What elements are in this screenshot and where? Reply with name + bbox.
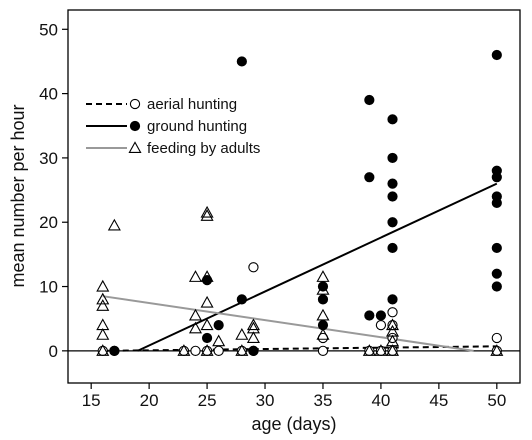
point-series-1 (236, 294, 247, 305)
point-series-2 (212, 334, 226, 347)
point-series-2 (188, 308, 203, 321)
fit-line-2 (102, 295, 474, 352)
point-series-0 (213, 345, 224, 356)
legend-marker-2 (128, 141, 142, 154)
point-series-2 (246, 331, 260, 344)
x-tick-label: 30 (256, 391, 275, 410)
point-series-1 (387, 114, 398, 125)
x-tick-label: 15 (82, 391, 101, 410)
y-tick-label: 40 (39, 85, 58, 104)
legend-marker-0 (129, 98, 141, 110)
point-series-2 (385, 344, 400, 356)
point-series-2 (490, 344, 504, 356)
point-series-2 (96, 344, 110, 356)
point-series-2 (188, 270, 203, 282)
x-tick-label: 40 (371, 391, 390, 410)
point-series-1 (387, 217, 398, 228)
point-series-1 (317, 294, 329, 305)
point-series-1 (248, 345, 259, 356)
data-points (96, 49, 504, 356)
legend-label-1: ground hunting (147, 118, 247, 135)
legend-label-2: feeding by adults (147, 140, 260, 157)
point-series-2 (200, 209, 214, 221)
point-series-2 (96, 299, 110, 311)
point-series-1 (491, 197, 502, 209)
point-series-2 (200, 205, 214, 218)
point-series-0 (491, 332, 502, 344)
point-series-2 (235, 328, 249, 340)
point-series-1 (387, 152, 398, 164)
fit-lines (102, 182, 498, 352)
point-series-2 (107, 218, 121, 231)
point-series-2 (96, 328, 110, 340)
point-series-1 (491, 268, 502, 279)
point-series-1 (364, 94, 375, 106)
point-series-0 (375, 319, 387, 331)
point-series-2 (385, 318, 400, 331)
point-series-2 (200, 344, 214, 356)
point-series-2 (316, 328, 330, 340)
point-series-1 (491, 49, 502, 61)
point-series-1 (109, 345, 120, 356)
point-series-1 (364, 172, 375, 183)
fit-line-1 (137, 182, 498, 352)
point-series-1 (375, 310, 387, 321)
x-tick-label: 35 (314, 391, 333, 410)
point-series-1 (387, 242, 398, 254)
x-tick-label: 50 (487, 391, 506, 410)
y-axis: 0 10 20 30 40 50 (39, 20, 68, 361)
point-series-2 (188, 321, 203, 334)
legend-marker-1 (129, 120, 141, 132)
point-series-2 (316, 270, 330, 282)
point-series-0 (190, 345, 201, 356)
point-series-0 (248, 262, 259, 273)
point-series-2 (200, 270, 214, 282)
point-series-1 (387, 294, 398, 305)
legend-label-0: aerial hunting (147, 96, 237, 113)
point-series-1 (491, 281, 502, 292)
y-tick-label: 10 (39, 278, 58, 297)
y-axis-label: mean number per hour (8, 104, 28, 287)
point-series-2 (200, 295, 214, 308)
point-series-2 (235, 344, 249, 356)
y-tick-label: 30 (39, 149, 58, 168)
x-tick-label: 25 (198, 391, 217, 410)
point-series-1 (236, 56, 247, 67)
point-series-1 (213, 320, 224, 331)
x-tick-label: 45 (429, 391, 448, 410)
x-tick-label: 20 (140, 391, 159, 410)
point-series-2 (246, 318, 260, 331)
point-series-1 (364, 310, 375, 321)
y-tick-label: 50 (39, 20, 58, 39)
plot-frame (67, 9, 521, 384)
y-tick-label: 20 (39, 213, 58, 232)
point-series-2 (374, 344, 388, 356)
point-series-2 (316, 283, 330, 295)
point-series-0 (387, 307, 398, 318)
fit-line-0 (102, 345, 497, 352)
x-axis: 15 20 25 30 35 40 45 50 (82, 383, 506, 410)
point-series-1 (387, 191, 398, 202)
point-series-2 (96, 279, 110, 292)
point-series-1 (491, 172, 502, 183)
point-series-2 (177, 344, 191, 356)
point-series-1 (387, 178, 398, 189)
point-series-2 (96, 292, 110, 305)
y-tick-label: 0 (49, 342, 58, 361)
point-series-0 (317, 345, 329, 356)
point-series-2 (316, 308, 330, 321)
point-series-1 (201, 332, 213, 344)
point-series-1 (491, 242, 502, 254)
x-axis-label: age (days) (251, 414, 336, 434)
legend: aerial hunting ground hunting feeding by a… (86, 96, 260, 157)
point-series-2 (200, 318, 214, 331)
point-series-2 (362, 344, 376, 356)
